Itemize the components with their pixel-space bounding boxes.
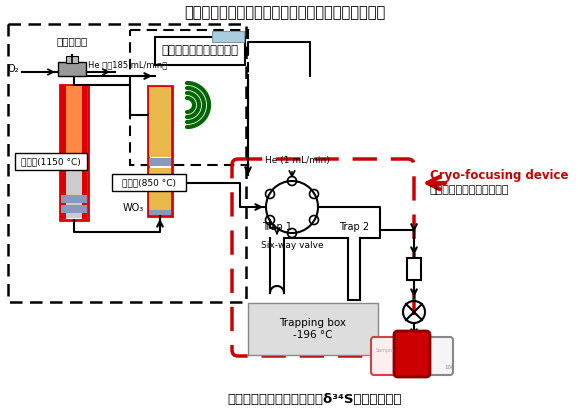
Bar [8,24,246,302]
Text: 燃焼管(1150 °C): 燃焼管(1150 °C) [21,157,81,166]
Text: 元素分析計（試料から二酸化硫黄ガスを生成する）: 元素分析計（試料から二酸化硫黄ガスを生成する） [184,5,386,21]
Bar [112,174,186,191]
FancyBboxPatch shape [371,337,399,375]
Bar [149,87,171,157]
Bar [248,303,378,355]
Text: He (1 mL/min): He (1 mL/min) [265,156,329,165]
Bar [149,158,171,166]
Text: 試料導入部: 試料導入部 [57,36,88,46]
Bar [61,205,87,213]
Text: （高感度化のための装置）: （高感度化のための装置） [430,185,509,195]
Text: Cryo-focusing device: Cryo-focusing device [430,169,569,182]
Bar [66,56,78,63]
Text: ガスクロマトグラフィー: ガスクロマトグラフィー [161,44,239,58]
Bar [61,195,87,203]
Text: 安定同位体比質量分析計（δ³⁴Sを求める。）: 安定同位体比質量分析計（δ³⁴Sを求める。） [228,393,402,406]
Bar [155,37,245,65]
Bar [130,30,248,165]
Text: 100: 100 [444,365,455,369]
Text: Trap 1: Trap 1 [262,222,292,232]
Bar [149,168,171,210]
Bar [15,153,87,170]
Text: O₂: O₂ [8,64,19,74]
Text: Trapping box
-196 °C: Trapping box -196 °C [280,318,346,340]
Bar [58,62,86,76]
FancyBboxPatch shape [394,331,430,377]
Bar [407,258,421,280]
Bar [61,86,66,219]
Bar [66,86,82,153]
Text: Sample: Sample [376,347,394,353]
Bar [148,86,172,216]
Bar [149,210,171,215]
Text: WO₃: WO₃ [123,203,144,213]
Bar [60,85,88,220]
FancyBboxPatch shape [425,337,453,375]
Text: He （～185 mL/min）: He （～185 mL/min） [88,60,167,69]
Text: Trap 2: Trap 2 [339,222,369,232]
Text: Six-way valve: Six-way valve [261,241,323,250]
Bar [82,86,87,219]
Bar [212,31,244,42]
Text: 還元管(850 °C): 還元管(850 °C) [122,178,176,187]
Bar [66,153,82,218]
